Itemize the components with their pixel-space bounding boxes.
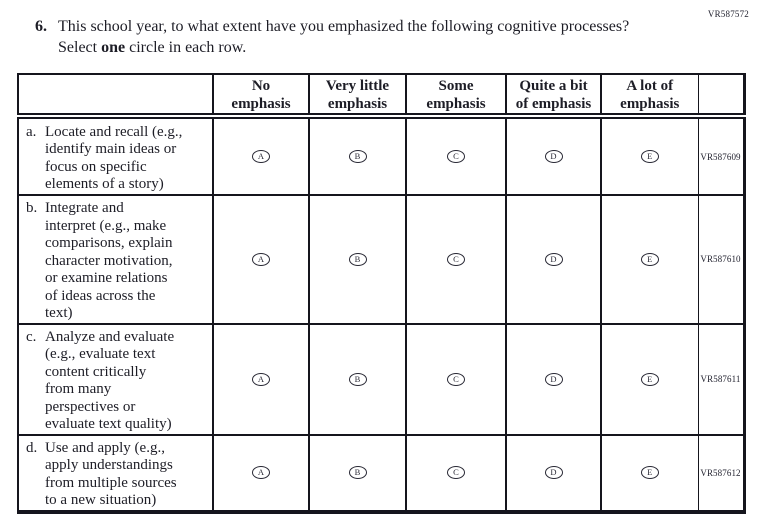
row-c-quite-a-bit-cell: D: [505, 322, 601, 435]
emphasis-table: No emphasis Very little emphasis Some em…: [17, 73, 746, 514]
question-text-before: This school year, to what extent have yo…: [58, 18, 630, 56]
table-row-c: c. Analyze and evaluate (e.g., evaluate …: [18, 322, 744, 435]
row-a-letter: a.: [26, 123, 37, 140]
row-a-circle-c[interactable]: C: [447, 150, 465, 164]
row-d-label: Use and apply (e.g., apply understanding…: [45, 439, 177, 509]
question-text: This school year, to what extent have yo…: [58, 16, 646, 58]
row-d-quite-a-bit-cell: D: [505, 433, 601, 512]
row-b-circle-a[interactable]: A: [252, 253, 270, 267]
header-code-cell: [697, 74, 744, 119]
row-c-letter: c.: [26, 328, 37, 345]
row-c-some-cell: C: [405, 322, 506, 435]
row-a-code: VR587609: [697, 116, 744, 195]
question-number: 6.: [35, 18, 47, 35]
row-b-circle-d[interactable]: D: [544, 253, 563, 267]
row-a-circle-e[interactable]: E: [640, 150, 659, 164]
row-c-a-lot-cell: E: [600, 322, 698, 435]
row-b-no-emphasis-cell: A: [212, 194, 309, 324]
row-d-label-cell: d. Use and apply (e.g., apply understand…: [18, 433, 213, 512]
header-row: No emphasis Very little emphasis Some em…: [18, 74, 744, 119]
row-a-quite-a-bit-cell: D: [505, 116, 601, 195]
row-d-no-emphasis-cell: A: [212, 433, 309, 512]
row-c-circle-b[interactable]: B: [348, 372, 367, 386]
table-row-a: a. Locate and recall (e.g., identify mai…: [18, 116, 744, 195]
row-a-circle-b[interactable]: B: [348, 150, 367, 164]
row-b-code: VR587610: [697, 194, 744, 324]
question-6: 6. This school year, to what extent have…: [35, 16, 646, 58]
row-b-label: Integrate and interpret (e.g., make comp…: [45, 200, 173, 321]
row-a-no-emphasis-cell: A: [212, 116, 309, 195]
row-c-circle-e[interactable]: E: [640, 372, 659, 386]
row-b-letter: b.: [26, 200, 38, 216]
row-a-circle-a[interactable]: A: [252, 150, 270, 164]
row-b-quite-a-bit-cell: D: [505, 194, 601, 324]
row-a-some-cell: C: [405, 116, 506, 195]
row-b-very-little-cell: B: [308, 194, 406, 324]
row-b-circle-c[interactable]: C: [447, 253, 465, 267]
row-d-very-little-cell: B: [308, 433, 406, 512]
row-d-code: VR587612: [697, 433, 744, 512]
row-d-circle-a[interactable]: A: [252, 466, 270, 480]
header-no-emphasis: No emphasis: [212, 74, 309, 119]
table-row-d: d. Use and apply (e.g., apply understand…: [18, 433, 744, 512]
row-b-label-cell: b. Integrate and interpret (e.g., make c…: [18, 194, 213, 324]
row-a-label: Locate and recall (e.g., identify main i…: [45, 123, 183, 193]
row-b-circle-b[interactable]: B: [348, 253, 367, 267]
row-b-a-lot-cell: E: [600, 194, 698, 324]
row-d-circle-c[interactable]: C: [447, 466, 465, 480]
row-a-circle-d[interactable]: D: [544, 150, 563, 164]
row-c-label-cell: c. Analyze and evaluate (e.g., evaluate …: [18, 322, 213, 435]
row-c-circle-c[interactable]: C: [447, 372, 465, 386]
form-code: VR587572: [707, 9, 749, 19]
row-c-circle-d[interactable]: D: [544, 372, 563, 386]
row-c-very-little-cell: B: [308, 322, 406, 435]
row-b-circle-e[interactable]: E: [640, 253, 659, 267]
row-c-label: Analyze and evaluate (e.g., evaluate tex…: [45, 328, 175, 433]
row-a-very-little-cell: B: [308, 116, 406, 195]
question-bold-word: one: [101, 39, 126, 56]
row-a-a-lot-cell: E: [600, 116, 698, 195]
header-quite-a-bit-of-emphasis: Quite a bit of emphasis: [505, 74, 601, 119]
row-d-some-cell: C: [405, 433, 506, 512]
row-c-no-emphasis-cell: A: [212, 322, 309, 435]
header-a-lot-of-emphasis: A lot of emphasis: [600, 74, 698, 119]
row-a-label-cell: a. Locate and recall (e.g., identify mai…: [18, 116, 213, 195]
row-d-letter: d.: [26, 439, 38, 456]
row-d-circle-d[interactable]: D: [544, 466, 563, 480]
row-c-code: VR587611: [697, 322, 744, 435]
row-c-circle-a[interactable]: A: [252, 372, 270, 386]
row-d-circle-e[interactable]: E: [640, 466, 659, 480]
question-text-after: circle in each row.: [125, 39, 247, 56]
row-b-some-cell: C: [405, 194, 506, 324]
header-some-emphasis: Some emphasis: [405, 74, 506, 119]
header-empty-cell: [18, 74, 213, 119]
table-row-b: b. Integrate and interpret (e.g., make c…: [18, 194, 744, 324]
row-d-circle-b[interactable]: B: [348, 466, 367, 480]
header-very-little-emphasis: Very little emphasis: [308, 74, 406, 119]
row-d-a-lot-cell: E: [600, 433, 698, 512]
